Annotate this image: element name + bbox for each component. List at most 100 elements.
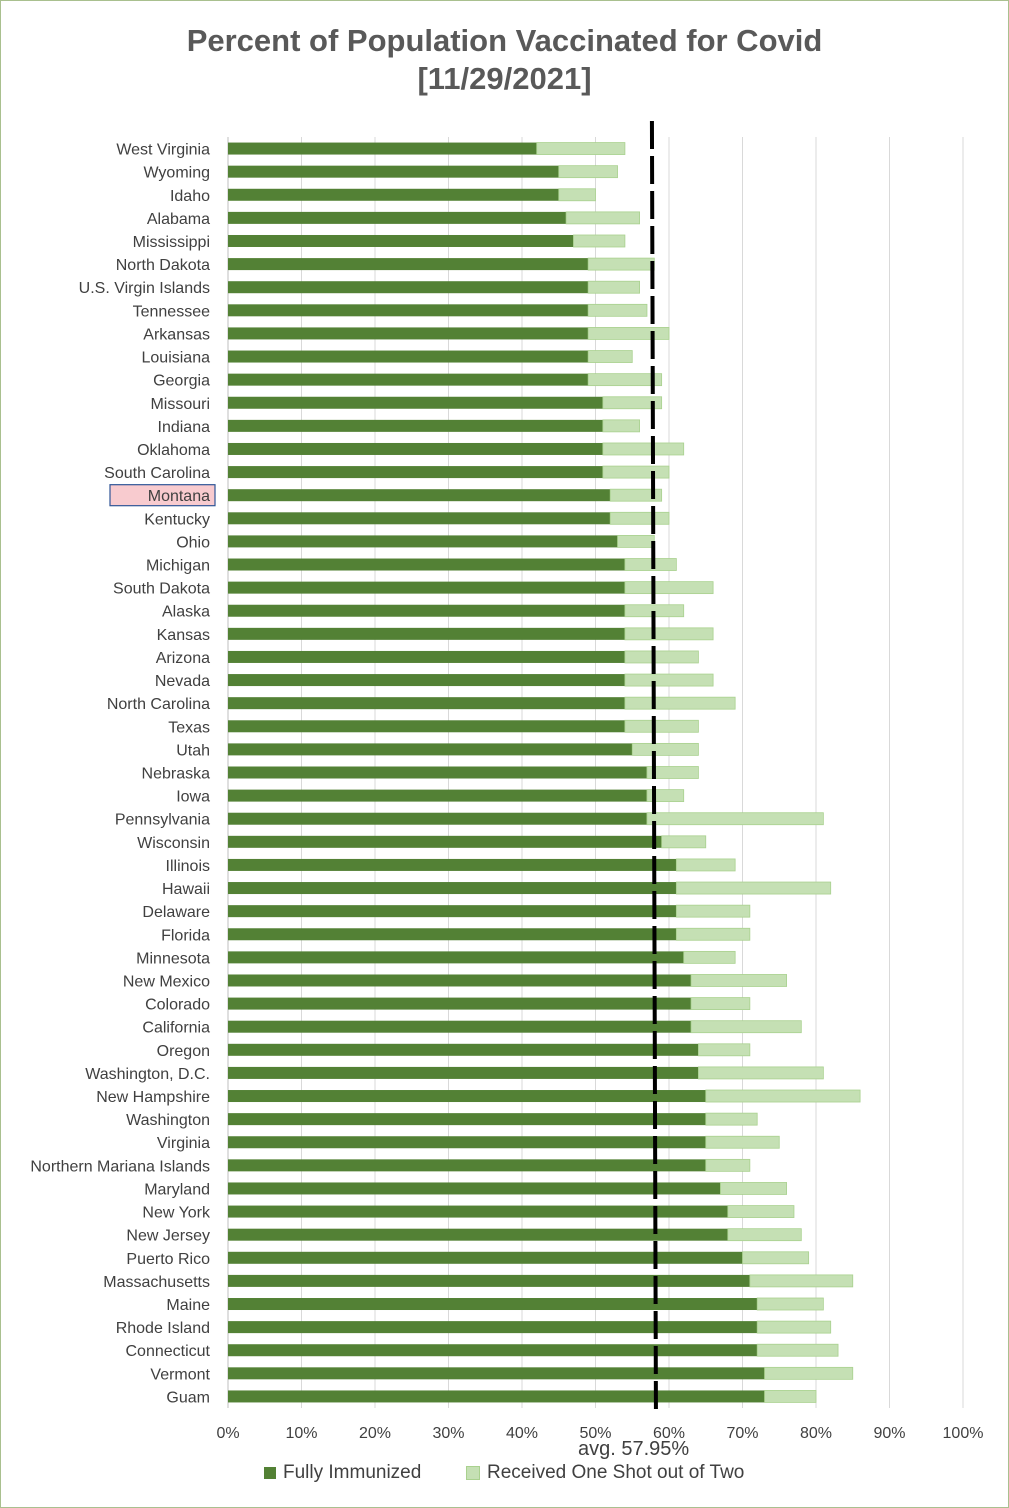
category-label-north-carolina: North Carolina [107, 696, 210, 713]
category-label-alabama: Alabama [147, 211, 210, 228]
category-label-hawaii: Hawaii [162, 881, 210, 898]
category-label-tennessee: Tennessee [133, 303, 210, 320]
x-tick-label: 20% [359, 1425, 391, 1442]
bar-one-shot-connecticut [756, 1343, 839, 1357]
category-label-south-dakota: South Dakota [113, 581, 210, 598]
bar-one-shot-maryland [720, 1182, 788, 1195]
chart-title-date: [11/29/2021] [417, 61, 592, 96]
bar-fully-immunized-maryland [228, 1182, 721, 1195]
bar-fully-immunized-arizona [228, 650, 625, 663]
bar-fully-immunized-new-jersey [228, 1228, 728, 1241]
bar-fully-immunized-arkansas [228, 327, 589, 340]
bar-one-shot-tennessee [587, 303, 648, 317]
bar-one-shot-new-york [727, 1205, 795, 1218]
category-label-kansas: Kansas [157, 627, 210, 644]
bar-fully-immunized-illinois [228, 858, 677, 871]
category-label-west-virginia: West Virginia [116, 142, 210, 159]
category-label-california: California [142, 1020, 210, 1037]
legend-swatch-fully-immunized [264, 1467, 276, 1479]
bar-one-shot-wyoming [558, 165, 618, 179]
x-tick-label: 0% [216, 1425, 239, 1442]
bar-fully-immunized-idaho [228, 188, 559, 201]
category-label-maine: Maine [166, 1297, 210, 1314]
bar-fully-immunized-maine [228, 1298, 758, 1311]
x-tick-label: 80% [800, 1425, 832, 1442]
category-label-new-york: New York [142, 1205, 211, 1222]
category-label-nevada: Nevada [155, 673, 210, 690]
category-label-texas: Texas [168, 719, 210, 736]
bar-one-shot-vermont [764, 1366, 854, 1380]
category-label-pennsylvania: Pennsylvania [115, 812, 210, 829]
bar-fully-immunized-massachusetts [228, 1274, 750, 1287]
bar-one-shot-alabama [565, 211, 640, 225]
bar-fully-immunized-oregon [228, 1043, 699, 1056]
bar-fully-immunized-georgia [228, 373, 589, 386]
chart-title-main: Percent of Population Vaccinated for Cov… [186, 23, 823, 58]
category-label-oregon: Oregon [157, 1043, 210, 1060]
x-tick-label: 60% [653, 1425, 685, 1442]
x-tick-label: 70% [726, 1425, 758, 1442]
category-label-alaska: Alaska [162, 604, 210, 621]
category-label-wyoming: Wyoming [143, 165, 210, 182]
bar-one-shot-maine [756, 1297, 824, 1311]
category-label-illinois: Illinois [166, 858, 210, 875]
bar-fully-immunized-colorado [228, 997, 692, 1010]
average-line [649, 120, 658, 1411]
x-tick-label: 40% [506, 1425, 538, 1442]
bar-fully-immunized-pennsylvania [228, 812, 647, 825]
bar-fully-immunized-northern-mariana-islands [228, 1159, 706, 1172]
category-label-kentucky: Kentucky [144, 511, 210, 528]
bar-fully-immunized-new-york [228, 1205, 728, 1218]
highlight-box [109, 484, 216, 507]
bar-one-shot-north-dakota [587, 257, 655, 271]
bar-one-shot-illinois [675, 858, 736, 872]
bar-fully-immunized-west-virginia [228, 142, 537, 155]
category-label-new-hampshire: New Hampshire [96, 1089, 210, 1106]
bar-one-shot-delaware [675, 904, 751, 918]
bar-fully-immunized-north-carolina [228, 697, 625, 710]
bar-fully-immunized-wyoming [228, 165, 559, 178]
bar-one-shot-texas [624, 719, 699, 733]
category-label-montana: Montana [148, 488, 210, 505]
bar-one-shot-florida [675, 927, 751, 941]
category-label-virginia: Virginia [157, 1135, 210, 1152]
category-label-guam: Guam [166, 1389, 210, 1406]
bar-one-shot-arkansas [587, 327, 670, 340]
category-label-iowa: Iowa [176, 789, 210, 806]
bar-one-shot-rhode-island [756, 1320, 832, 1334]
bar-fully-immunized-missouri [228, 396, 603, 409]
category-label-maryland: Maryland [144, 1181, 210, 1198]
category-label-u-s-virgin-islands: U.S. Virgin Islands [79, 280, 210, 297]
bar-one-shot-oklahoma [602, 442, 685, 456]
legend-label-one-shot: Received One Shot out of Two [487, 1462, 745, 1483]
category-label-washington: Washington [126, 1112, 210, 1129]
bar-one-shot-massachusetts [749, 1274, 854, 1288]
bar-one-shot-montana [609, 488, 663, 502]
bar-one-shot-georgia [587, 373, 663, 387]
bar-fully-immunized-new-hampshire [228, 1090, 706, 1103]
bar-one-shot-south-carolina [602, 465, 670, 479]
category-label-florida: Florida [161, 927, 210, 944]
category-label-nebraska: Nebraska [142, 766, 211, 783]
category-label-arizona: Arizona [156, 650, 210, 667]
bar-one-shot-iowa [646, 789, 685, 803]
bar-fully-immunized-texas [228, 720, 625, 733]
legend-swatch-one-shot [466, 1466, 480, 1480]
bar-fully-immunized-north-dakota [228, 258, 589, 271]
bar-fully-immunized-montana [228, 489, 611, 502]
category-label-arkansas: Arkansas [143, 326, 210, 343]
bar-fully-immunized-south-carolina [228, 466, 603, 479]
bar-one-shot-kansas [624, 627, 714, 641]
bar-one-shot-indiana [602, 419, 640, 433]
bar-one-shot-new-mexico [690, 974, 787, 987]
bar-fully-immunized-nevada [228, 674, 625, 687]
bar-fully-immunized-hawaii [228, 882, 677, 895]
bar-fully-immunized-ohio [228, 535, 618, 548]
category-label-ohio: Ohio [176, 534, 210, 551]
category-label-idaho: Idaho [170, 188, 210, 205]
chart-title: Percent of Population Vaccinated for Cov… [0, 22, 1009, 98]
bar-fully-immunized-michigan [228, 558, 625, 571]
x-tick-label: 100% [943, 1425, 984, 1442]
bar-one-shot-new-jersey [727, 1228, 802, 1242]
bar-fully-immunized-alaska [228, 604, 625, 617]
